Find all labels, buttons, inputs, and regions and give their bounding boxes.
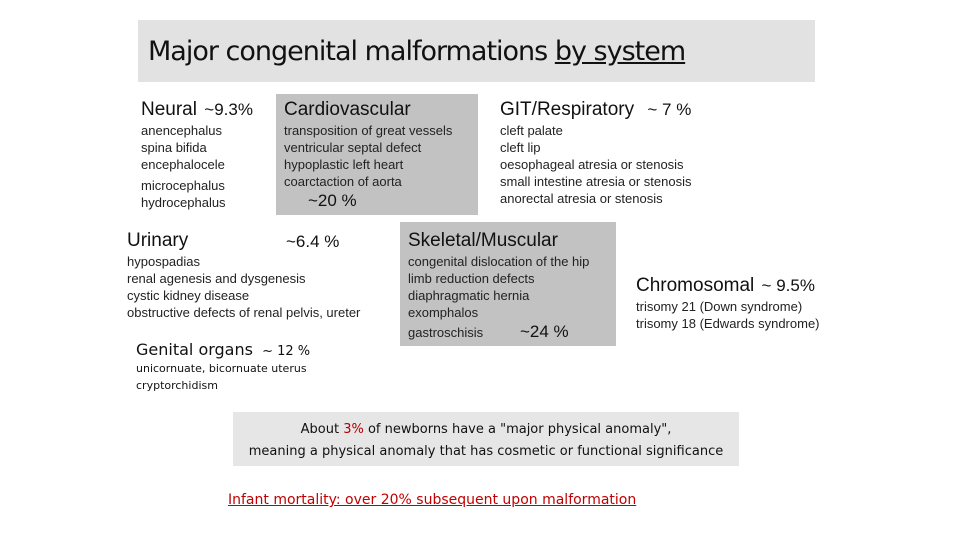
list-item: cleft palate	[500, 123, 563, 138]
newborn-note: About 3% of newborns have a "major physi…	[233, 419, 739, 463]
cardiovascular-percent: ~20 %	[308, 191, 357, 210]
skeletal-list: congenital dislocation of the hip limb r…	[408, 253, 589, 341]
list-item: unicornuate, bicornuate uterus	[136, 362, 307, 375]
list-item: small intestine atresia or stenosis	[500, 174, 692, 189]
list-item: hydrocephalus	[141, 195, 226, 210]
list-item: gastroschisis	[408, 325, 484, 340]
list-item: cleft lip	[500, 140, 541, 155]
cardiovascular-list: transposition of great vessels ventricul…	[284, 122, 452, 190]
note-highlight: 3%	[343, 422, 364, 437]
list-item: hypoplastic left heart	[284, 157, 404, 172]
genital-percent: ~ 12 %	[262, 344, 311, 359]
title-part2: by system	[554, 36, 686, 67]
chromosomal-list: trisomy 21 (Down syndrome) trisomy 18 (E…	[636, 298, 820, 332]
urinary-heading: Urinary	[127, 230, 189, 251]
neural-list: anencephalus spina bifida encephalocele …	[141, 122, 226, 211]
list-item: cystic kidney disease	[127, 288, 250, 303]
list-item: microcephalus	[141, 178, 225, 193]
skeletal-percent: ~24 %	[520, 322, 569, 341]
genital-heading-text: Genital organs	[136, 340, 253, 359]
cardiovascular-heading: Cardiovascular	[284, 99, 411, 120]
list-item: hypospadias	[127, 254, 200, 269]
cardiovascular-box	[276, 94, 478, 215]
urinary-percent: ~6.4 %	[286, 232, 340, 251]
list-item: trisomy 21 (Down syndrome)	[636, 299, 803, 314]
skeletal-box	[400, 222, 616, 346]
slide-title: Major congenital malformations by system	[148, 36, 686, 67]
list-item: exomphalos	[408, 305, 479, 320]
list-item: spina bifida	[141, 140, 207, 155]
list-item: limb reduction defects	[408, 271, 535, 286]
list-item: congenital dislocation of the hip	[408, 254, 590, 269]
list-item: encephalocele	[141, 157, 225, 172]
list-item: trisomy 18 (Edwards syndrome)	[636, 316, 820, 331]
list-item: oesophageal atresia or stenosis	[500, 157, 684, 172]
list-item: anencephalus	[141, 123, 222, 138]
neural-heading-text: Neural	[141, 99, 197, 120]
list-item: transposition of great vessels	[284, 123, 453, 138]
git-heading-text: GIT/Respiratory	[500, 99, 635, 120]
chromosomal-heading: Chromosomal ~ 9.5%	[636, 275, 815, 297]
urinary-list: hypospadias renal agenesis and dysgenesi…	[127, 253, 360, 321]
genital-list: unicornuate, bicornuate uterus cryptorch…	[136, 360, 307, 394]
git-list: cleft palate cleft lip oesophageal atres…	[500, 122, 691, 207]
title-box	[138, 20, 815, 82]
list-item: renal agenesis and dysgenesis	[127, 271, 306, 286]
title-part1: Major congenital malformations	[148, 36, 555, 67]
genital-heading: Genital organs ~ 12 %	[136, 340, 310, 359]
list-item: anorectal atresia or stenosis	[500, 191, 663, 206]
git-heading: GIT/Respiratory ~ 7 %	[500, 99, 691, 121]
list-item: cryptorchidism	[136, 379, 218, 392]
note-mid: of newborns have a "major physical anoma…	[363, 422, 672, 437]
note-line-1: About 3% of newborns have a "major physi…	[233, 419, 739, 441]
skeletal-heading: Skeletal/Muscular	[408, 230, 558, 251]
list-item: coarctaction of aorta	[284, 174, 402, 189]
list-item: ventricular septal defect	[284, 140, 422, 155]
git-percent: ~ 7 %	[647, 100, 692, 119]
infant-mortality-note: Infant mortality: over 20% subsequent up…	[228, 492, 637, 508]
neural-heading: Neural ~9.3%	[141, 99, 253, 121]
list-item: obstructive defects of renal pelvis, ure…	[127, 305, 361, 320]
chromosomal-heading-text: Chromosomal	[636, 275, 755, 296]
note-line-2: meaning a physical anomaly that has cosm…	[248, 444, 724, 459]
list-item: diaphragmatic hernia	[408, 288, 530, 303]
chromosomal-percent: ~ 9.5%	[761, 276, 815, 295]
neural-percent: ~9.3%	[204, 100, 253, 119]
note-box	[233, 412, 739, 466]
note-pre: About	[300, 422, 344, 437]
